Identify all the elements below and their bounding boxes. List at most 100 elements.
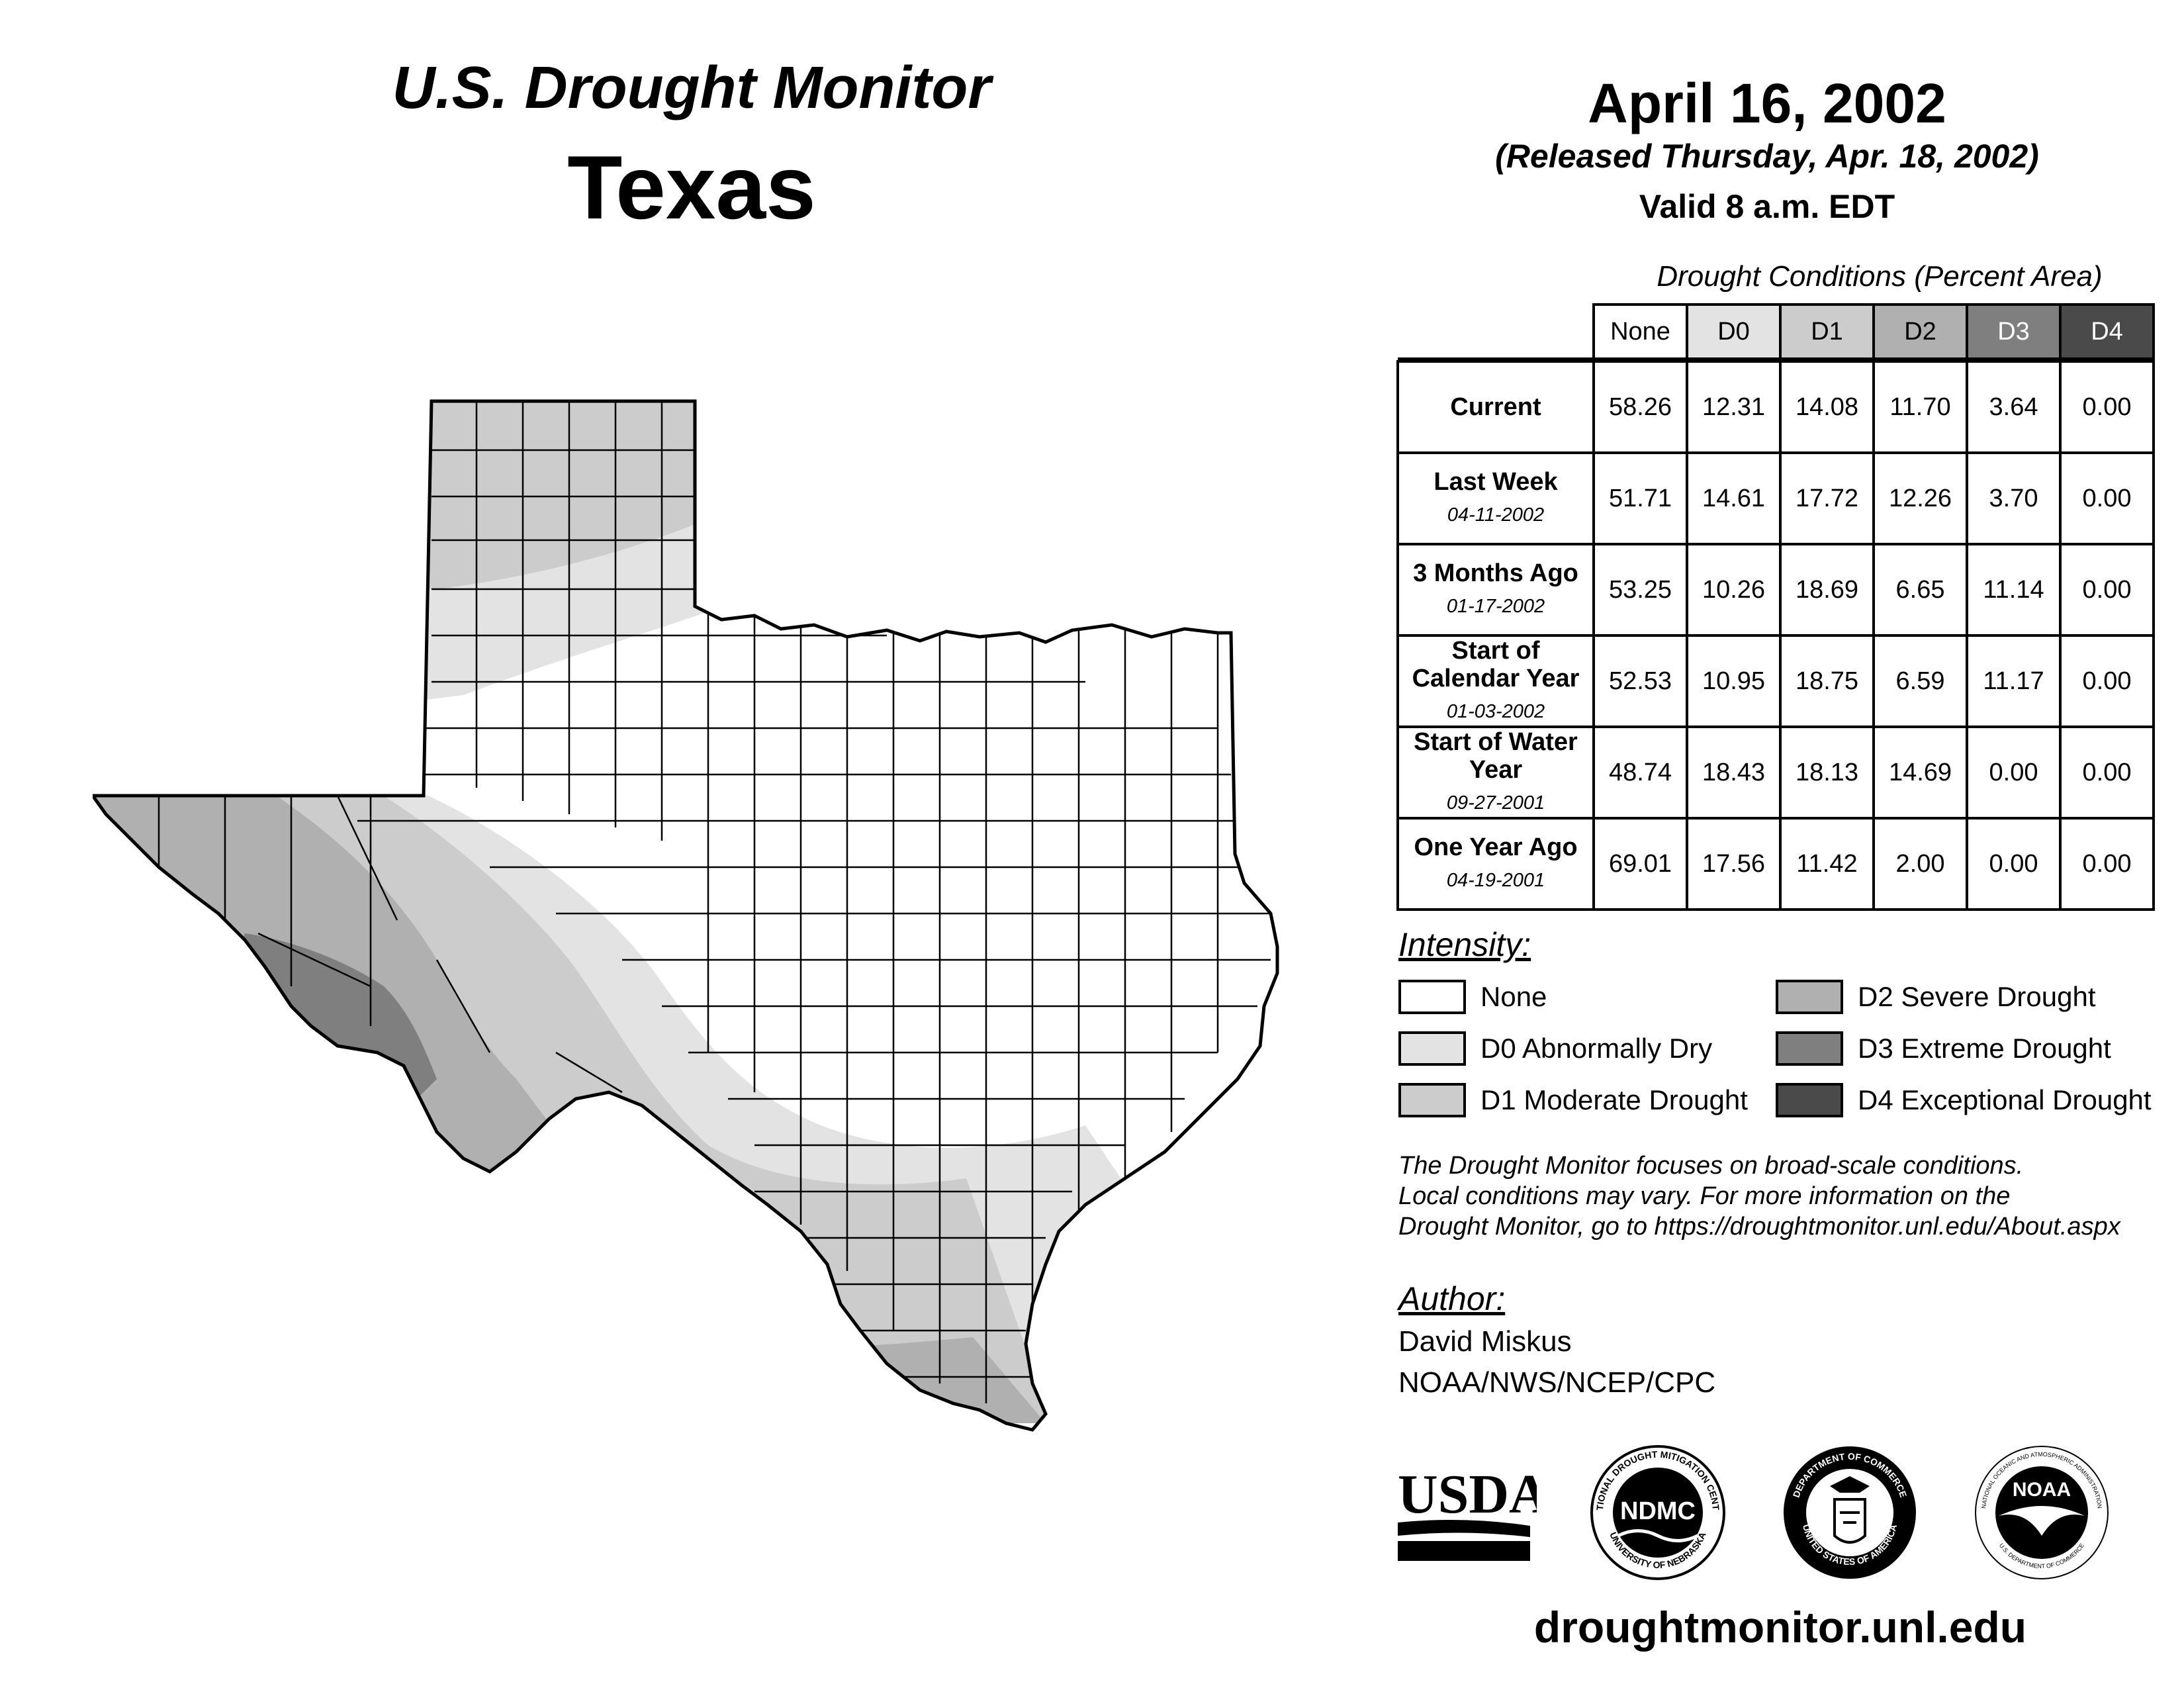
legend-label: D0 Abnormally Dry xyxy=(1480,1033,1713,1064)
table-cell: 14.61 xyxy=(1686,451,1782,545)
texas-drought-map xyxy=(93,391,1284,1529)
department-of-commerce-seal: DEPARTMENT OF COMMERCE UNITED STATES OF … xyxy=(1784,1446,1916,1579)
noaa-logo-text: NOAA xyxy=(2013,1479,2071,1501)
legend-swatch xyxy=(1776,1083,1843,1117)
row-label: 3 Months Ago 01-17-2002 xyxy=(1396,543,1595,637)
legend-swatch xyxy=(1398,1083,1466,1117)
table-cell: 11.14 xyxy=(1966,543,2062,637)
table-cell: 48.74 xyxy=(1592,726,1688,820)
row-date: 01-03-2002 xyxy=(1446,701,1545,722)
row-date: 04-19-2001 xyxy=(1446,870,1545,891)
table-cell: 14.08 xyxy=(1779,360,1875,454)
row-date: 09-27-2001 xyxy=(1446,792,1545,814)
row-label: One Year Ago 04-19-2001 xyxy=(1396,817,1595,911)
table-cell: 11.42 xyxy=(1779,817,1875,911)
note-line: The Drought Monitor focuses on broad-sca… xyxy=(1398,1152,2024,1180)
table-cell: 0.00 xyxy=(2059,634,2155,728)
legend-label: D1 Moderate Drought xyxy=(1480,1084,1748,1115)
release-date: (Released Thursday, Apr. 18, 2002) xyxy=(1495,138,2039,175)
table-cell: 0.00 xyxy=(2059,360,2155,454)
table-cell: 3.64 xyxy=(1966,360,2062,454)
row-label-text: Start of Water Year xyxy=(1414,728,1578,784)
drought-conditions-table: None D0 D1 D2 D3 D4 Current 58.26 12.31 14.… xyxy=(1396,303,2155,911)
legend-label: D3 Extreme Drought xyxy=(1858,1033,2111,1064)
table-cell: 18.75 xyxy=(1779,634,1875,728)
table-cell: 6.65 xyxy=(1872,543,1968,637)
author-title: Author: xyxy=(1398,1280,1506,1317)
table-cell: 69.01 xyxy=(1592,817,1688,911)
legend-item: D3 Extreme Drought xyxy=(1776,1031,2111,1066)
row-label-text: Start of Calendar Year xyxy=(1412,637,1580,692)
table-cell: 58.26 xyxy=(1592,360,1688,454)
row-label-text: One Year Ago xyxy=(1414,833,1578,861)
ndmc-logo: NATIONAL DROUGHT MITIGATION CENTER UNIVE… xyxy=(1588,1443,1725,1580)
row-label-text: Last Week xyxy=(1433,468,1558,496)
table-row: One Year Ago 04-19-2001 69.01 17.56 11.42 2.0… xyxy=(1396,817,2155,911)
table-cell: 11.70 xyxy=(1872,360,1968,454)
row-label: Current xyxy=(1396,360,1595,454)
table-cell: 0.00 xyxy=(2059,817,2155,911)
table-title: Drought Conditions (Percent Area) xyxy=(1657,260,2103,293)
table-cell: 0.00 xyxy=(1966,726,2062,820)
table-header-row: None D0 D1 D2 D3 D4 xyxy=(1398,303,2155,360)
table-row: Start of Calendar Year 01-03-2002 52.53 10.… xyxy=(1396,634,2155,728)
table-cell: 18.13 xyxy=(1779,726,1875,820)
ndmc-logo-text: NDMC xyxy=(1620,1497,1696,1525)
legend-swatch xyxy=(1776,1031,1843,1066)
table-cell: 0.00 xyxy=(2059,451,2155,545)
legend-label: D2 Severe Drought xyxy=(1858,981,2096,1012)
table-cell: 0.00 xyxy=(2059,726,2155,820)
legend-label: D4 Exceptional Drought xyxy=(1858,1084,2152,1115)
disclaimer-note: The Drought Monitor focuses on broad-sca… xyxy=(1398,1150,2179,1242)
row-label-text: 3 Months Ago xyxy=(1413,559,1578,587)
table-cell: 18.43 xyxy=(1686,726,1782,820)
map-region-title: Texas xyxy=(567,137,816,238)
legend-item: None xyxy=(1398,980,1547,1014)
county-lines xyxy=(158,401,1271,1403)
column-header-none: None xyxy=(1592,303,1688,360)
table-cell: 10.26 xyxy=(1686,543,1782,637)
row-label-text: Current xyxy=(1450,393,1541,421)
table-row: Start of Water Year 09-27-2001 48.74 18.43 1… xyxy=(1396,726,2155,820)
table-cell: 12.26 xyxy=(1872,451,1968,545)
table-cell: 6.59 xyxy=(1872,634,1968,728)
table-cell: 18.69 xyxy=(1779,543,1875,637)
usda-logo: USDA xyxy=(1398,1464,1537,1561)
noaa-logo: NATIONAL OCEANIC AND ATMOSPHERIC ADMINIS… xyxy=(1975,1446,2109,1579)
table-cell: 17.56 xyxy=(1686,817,1782,911)
column-header-d2: D2 xyxy=(1872,303,1968,360)
map-date: April 16, 2002 xyxy=(1588,72,1946,134)
legend-swatch xyxy=(1398,980,1466,1014)
table-cell: 12.31 xyxy=(1686,360,1782,454)
usda-logo-text: USDA xyxy=(1398,1464,1537,1525)
legend-title: Intensity: xyxy=(1398,926,1531,963)
legend-swatch xyxy=(1398,1031,1466,1066)
legend-item: D4 Exceptional Drought xyxy=(1776,1083,2152,1117)
table-cell: 10.95 xyxy=(1686,634,1782,728)
table-cell: 0.00 xyxy=(1966,817,2062,911)
table-corner xyxy=(1398,305,1594,360)
table-cell: 14.69 xyxy=(1872,726,1968,820)
author-org: NOAA/NWS/NCEP/CPC xyxy=(1398,1366,1716,1399)
row-label: Last Week 04-11-2002 xyxy=(1396,451,1595,545)
column-header-d0: D0 xyxy=(1686,303,1782,360)
row-label: Start of Calendar Year 01-03-2002 xyxy=(1396,634,1595,728)
table-row: 3 Months Ago 01-17-2002 53.25 10.26 18.69 6.6… xyxy=(1396,543,2155,637)
footer-url: droughtmonitor.unl.edu xyxy=(1533,1603,2027,1652)
table-cell: 53.25 xyxy=(1592,543,1688,637)
legend-item: D1 Moderate Drought xyxy=(1398,1083,1748,1117)
table-cell: 2.00 xyxy=(1872,817,1968,911)
table-row: Current 58.26 12.31 14.08 11.70 3.64 0.00 xyxy=(1396,360,2155,454)
legend-label: None xyxy=(1480,981,1547,1012)
column-header-d1: D1 xyxy=(1779,303,1875,360)
table-row: Last Week 04-11-2002 51.71 14.61 17.72 12.26 3… xyxy=(1396,451,2155,545)
note-line: Drought Monitor, go to https://droughtmo… xyxy=(1398,1213,2120,1241)
table-cell: 11.17 xyxy=(1966,634,2062,728)
legend-swatch xyxy=(1776,980,1843,1014)
table-cell: 52.53 xyxy=(1592,634,1688,728)
table-cell: 3.70 xyxy=(1966,451,2062,545)
row-date: 04-11-2002 xyxy=(1447,504,1545,526)
legend-item: D0 Abnormally Dry xyxy=(1398,1031,1712,1066)
valid-time: Valid 8 a.m. EDT xyxy=(1639,188,1895,225)
table-cell: 51.71 xyxy=(1592,451,1688,545)
